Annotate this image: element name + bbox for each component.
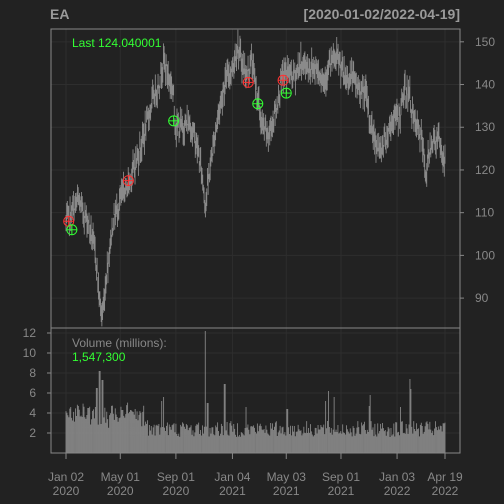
volume-tick-label: 12: [23, 326, 37, 340]
signal-marker: [242, 76, 254, 88]
volume-last-value: 1,547,300: [72, 350, 126, 364]
signal-marker: [122, 175, 134, 187]
price-tick-label: 120: [475, 163, 495, 177]
date-tick-year: 2020: [53, 484, 80, 498]
signal-marker: [277, 74, 289, 86]
price-tick-label: 100: [475, 248, 495, 262]
date-tick-label: Jan 03: [379, 470, 415, 484]
chart-date-range: [2020-01-02/2022-04-19]: [304, 6, 460, 22]
date-tick-year: 2020: [163, 484, 190, 498]
signal-marker: [66, 224, 78, 236]
volume-tick-label: 10: [23, 346, 37, 360]
date-tick-label: Apr 19: [427, 470, 463, 484]
volume-label: Volume (millions):: [72, 336, 167, 350]
price-tick-label: 140: [475, 78, 495, 92]
price-series: [65, 29, 446, 327]
date-tick-label: Sep 01: [322, 470, 360, 484]
date-tick-year: 2021: [273, 484, 300, 498]
price-bars: [65, 29, 446, 327]
price-tick-label: 90: [475, 291, 489, 305]
date-tick-label: Jan 04: [214, 470, 250, 484]
signal-markers: [63, 74, 292, 236]
date-tick-label: May 03: [267, 470, 307, 484]
chart-symbol: EA: [50, 6, 69, 22]
price-tick-label: 150: [475, 35, 495, 49]
date-tick-label: Sep 01: [157, 470, 195, 484]
volume-panel-frame: [50, 327, 461, 454]
price-panel-frame: [50, 28, 461, 329]
grid-lines: [51, 29, 460, 453]
date-tick-year: 2020: [107, 484, 134, 498]
signal-marker: [280, 87, 292, 99]
date-tick-label: Jan 02: [48, 470, 84, 484]
date-tick-year: 2021: [328, 484, 355, 498]
volume-tick-label: 6: [29, 386, 36, 400]
date-tick-label: May 01: [101, 470, 141, 484]
price-tick-label: 130: [475, 120, 495, 134]
date-tick-year: 2022: [432, 484, 459, 498]
volume-tick-label: 2: [29, 426, 36, 440]
volume-tick-label: 8: [29, 366, 36, 380]
volume-tick-label: 4: [29, 406, 36, 420]
signal-marker: [168, 115, 180, 127]
date-tick-year: 2022: [384, 484, 411, 498]
volume-bar-set: [65, 331, 446, 453]
date-tick-year: 2021: [219, 484, 246, 498]
price-axis: 90 100 110 120 130 140 150: [460, 35, 495, 305]
volume-bars: [65, 331, 446, 453]
volume-axis: 2 4 6 8 10 12: [23, 326, 51, 440]
signal-marker: [252, 98, 264, 110]
last-price-label: Last 124.040001: [72, 36, 162, 50]
price-tick-label: 110: [475, 206, 494, 220]
